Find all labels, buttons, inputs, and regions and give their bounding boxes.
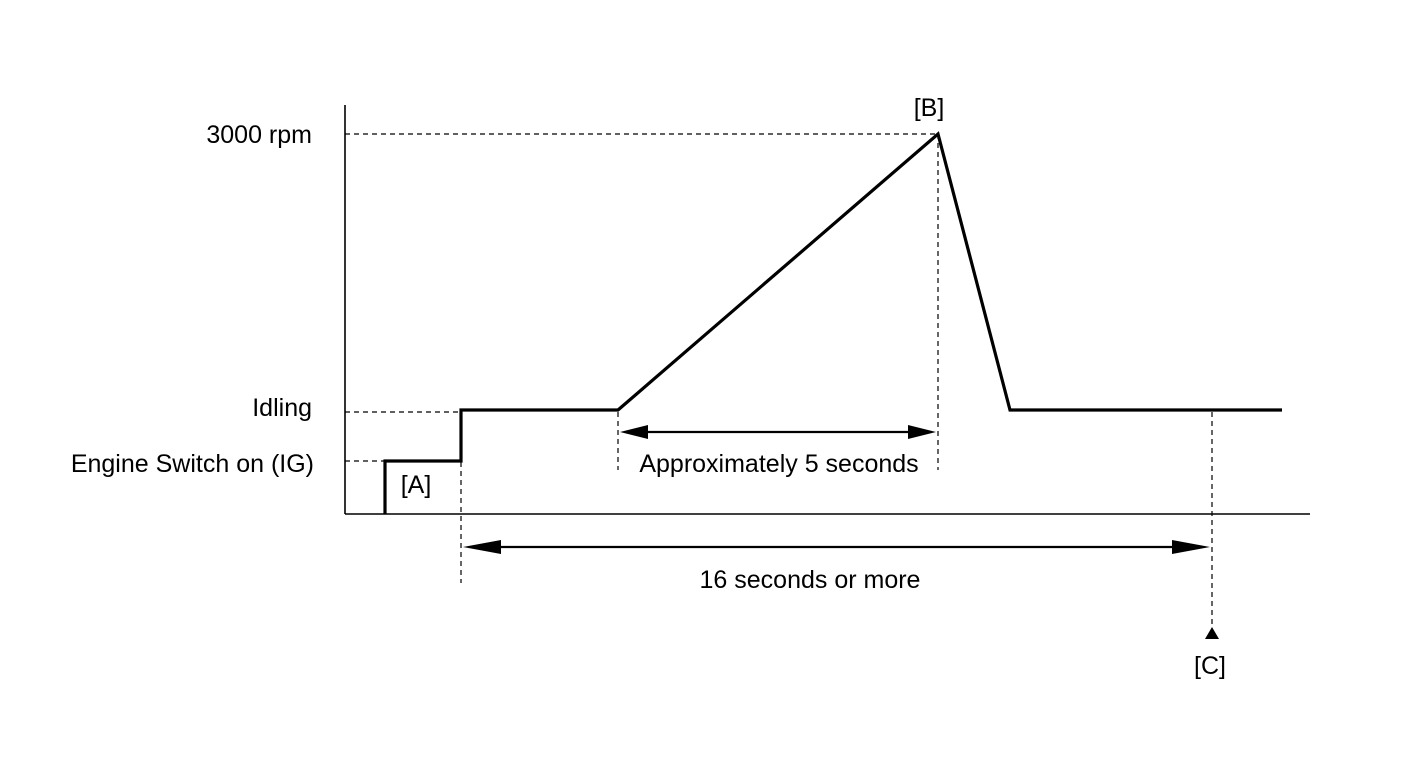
label-point-b: [B] (914, 94, 945, 122)
label-total-duration: 16 seconds or more (700, 566, 921, 594)
label-idling: Idling (252, 394, 312, 422)
label-point-a: [A] (401, 471, 432, 499)
label-3000-rpm: 3000 rpm (206, 121, 312, 149)
total-duration-arrow-left (463, 540, 501, 554)
point-c-marker-icon (1205, 627, 1219, 639)
total-duration-arrow-right (1172, 540, 1210, 554)
label-point-c: [C] (1194, 652, 1226, 680)
ramp-duration-arrow-right (908, 425, 936, 439)
label-ramp-duration: Approximately 5 seconds (639, 450, 918, 478)
ramp-duration-arrow-left (620, 425, 648, 439)
engine-speed-trace (383, 131, 1282, 514)
label-engine-switch: Engine Switch on (IG) (71, 450, 314, 478)
